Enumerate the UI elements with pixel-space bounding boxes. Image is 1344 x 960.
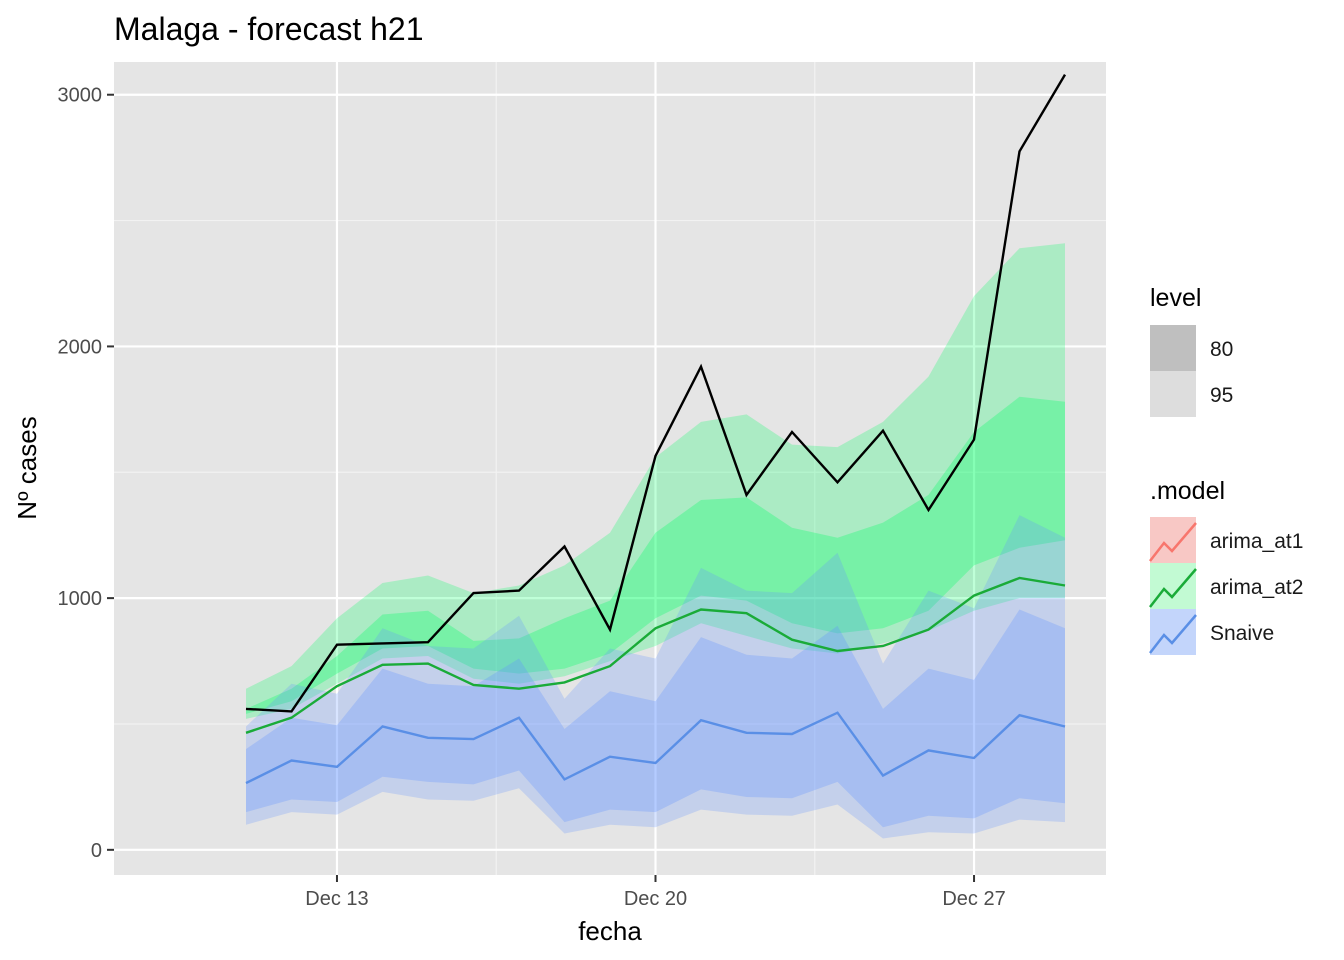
arima-at2-band-80 bbox=[246, 396, 1065, 714]
grid-minor bbox=[114, 62, 1106, 875]
chart-title: Malaga - forecast h21 bbox=[114, 11, 424, 47]
legend-level-95-label: 95 bbox=[1210, 384, 1233, 407]
legend-arima-at2-line bbox=[1149, 568, 1197, 608]
legend-level-title: level bbox=[1150, 284, 1201, 312]
legend: level 80 95 .model arima_at1 arima_at2 S… bbox=[1149, 284, 1303, 655]
y-axis-label: Nº cases bbox=[12, 416, 42, 519]
legend-arima-at1-label: arima_at1 bbox=[1210, 530, 1303, 553]
y-tick-label: 2000 bbox=[58, 336, 103, 358]
x-tick-label: Dec 13 bbox=[305, 888, 368, 910]
legend-arima-at2-key bbox=[1150, 563, 1196, 609]
y-axis: 0 1000 2000 3000 bbox=[58, 85, 114, 862]
y-tick-label: 0 bbox=[91, 840, 102, 862]
snaive-mean-line bbox=[245, 711, 1066, 785]
legend-snaive-line bbox=[1149, 614, 1197, 654]
grid-major bbox=[114, 62, 1106, 875]
legend-level-80-label: 80 bbox=[1210, 338, 1233, 361]
arima-at2-mean-line bbox=[245, 576, 1066, 734]
snaive-band-95 bbox=[246, 515, 1065, 839]
legend-snaive-key bbox=[1150, 609, 1196, 655]
x-axis-label: fecha bbox=[578, 916, 642, 946]
forecast-bands bbox=[246, 243, 1065, 839]
snaive-band-80 bbox=[246, 609, 1065, 828]
legend-level-95-key bbox=[1150, 371, 1196, 417]
x-tick-label: Dec 27 bbox=[942, 888, 1005, 910]
y-tick-label: 1000 bbox=[58, 588, 103, 610]
legend-arima-at2-label: arima_at2 bbox=[1210, 576, 1303, 599]
forecast-lines bbox=[245, 73, 1067, 785]
legend-snaive-label: Snaive bbox=[1210, 622, 1274, 645]
x-tick-label: Dec 20 bbox=[624, 888, 687, 910]
legend-arima-at1-key bbox=[1150, 517, 1196, 563]
actual-cases-line bbox=[245, 73, 1067, 713]
x-axis: Dec 13 Dec 20 Dec 27 bbox=[305, 875, 1006, 910]
arima-at2-band-95 bbox=[246, 243, 1065, 719]
y-tick-label: 3000 bbox=[58, 85, 103, 107]
legend-level-80-key bbox=[1150, 325, 1196, 371]
legend-arima-at1-line bbox=[1149, 522, 1197, 562]
plot-panel bbox=[114, 62, 1106, 875]
legend-model-title: .model bbox=[1150, 477, 1225, 505]
